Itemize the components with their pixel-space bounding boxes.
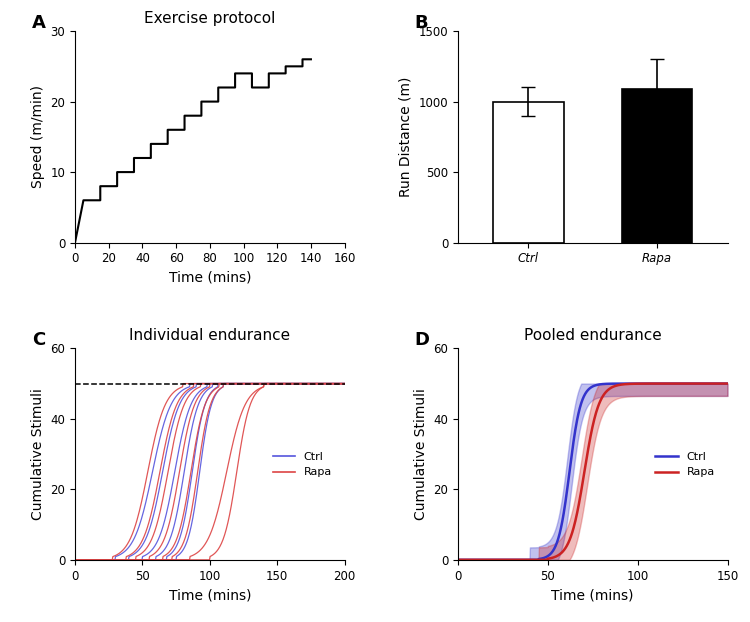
- Rapa: [453, 556, 462, 564]
- Legend: Ctrl, Rapa: Ctrl, Rapa: [651, 447, 719, 482]
- Ctrl: [523, 556, 532, 564]
- Legend: Ctrl, Rapa: Ctrl, Rapa: [268, 447, 337, 482]
- Ctrl: [453, 556, 462, 564]
- Title: Pooled endurance: Pooled endurance: [524, 328, 662, 343]
- Text: A: A: [32, 14, 46, 32]
- Ctrl: [634, 380, 643, 388]
- Y-axis label: Speed (m/min): Speed (m/min): [31, 85, 45, 188]
- X-axis label: Time (mins): Time (mins): [169, 271, 251, 285]
- Ctrl: [612, 380, 621, 388]
- Text: D: D: [415, 332, 430, 350]
- Rapa: [634, 380, 643, 388]
- Ctrl: [723, 380, 732, 388]
- Line: Rapa: Rapa: [458, 384, 728, 560]
- Line: Ctrl: Ctrl: [458, 384, 728, 560]
- Bar: [494, 101, 564, 243]
- Rapa: [523, 556, 532, 564]
- Ctrl: [575, 404, 584, 412]
- Text: B: B: [415, 14, 428, 32]
- Rapa: [656, 380, 665, 388]
- Bar: [622, 89, 692, 243]
- Y-axis label: Cumulative Stimuli: Cumulative Stimuli: [31, 388, 45, 520]
- X-axis label: Time (mins): Time (mins): [169, 588, 251, 602]
- Rapa: [501, 556, 510, 564]
- Rapa: [723, 380, 732, 388]
- Rapa: [612, 382, 621, 389]
- Title: Individual endurance: Individual endurance: [129, 328, 290, 343]
- Ctrl: [656, 380, 665, 388]
- Y-axis label: Cumulative Stimuli: Cumulative Stimuli: [414, 388, 428, 520]
- Title: Exercise protocol: Exercise protocol: [144, 11, 275, 26]
- Y-axis label: Run Distance (m): Run Distance (m): [399, 77, 413, 197]
- Ctrl: [501, 556, 510, 564]
- X-axis label: Time (mins): Time (mins): [551, 588, 634, 602]
- Rapa: [575, 495, 584, 503]
- Text: C: C: [32, 332, 45, 350]
